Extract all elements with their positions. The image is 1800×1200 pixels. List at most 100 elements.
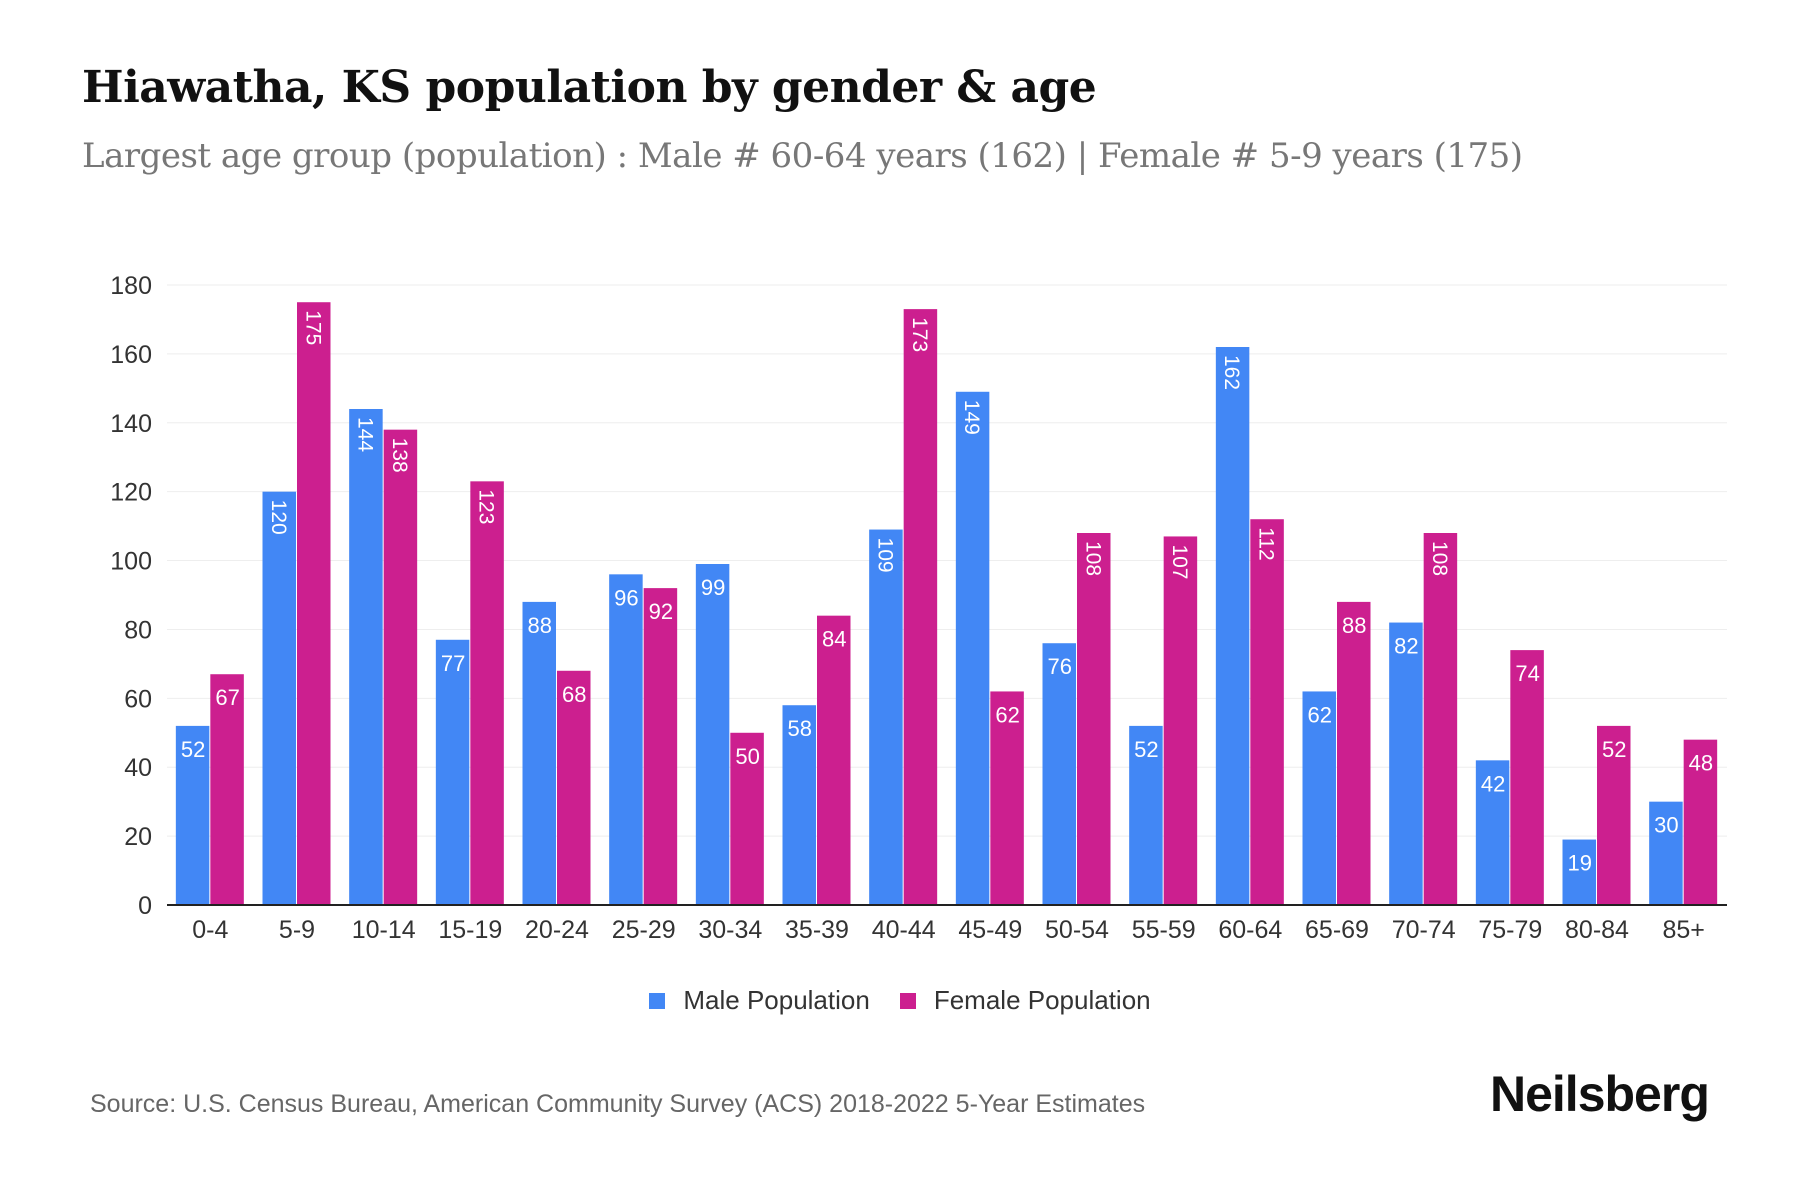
bar-female <box>470 481 504 905</box>
data-label: 67 <box>215 685 239 710</box>
x-tick-label: 10-14 <box>352 916 416 944</box>
bar-male <box>1302 691 1336 905</box>
bar-male <box>349 409 383 905</box>
x-tick-label: 25-29 <box>612 916 676 944</box>
bar-male <box>869 529 903 905</box>
data-label: 19 <box>1568 851 1592 876</box>
data-label: 123 <box>475 489 498 524</box>
bar-male <box>1562 839 1596 905</box>
y-tick-label: 120 <box>110 479 152 507</box>
data-label: 77 <box>441 651 465 676</box>
bar-male <box>175 725 210 905</box>
chart-title: Hiawatha, KS population by gender & age <box>82 62 1097 113</box>
data-label: 96 <box>614 585 638 610</box>
data-label: 99 <box>701 575 725 600</box>
data-label: 82 <box>1394 634 1418 659</box>
bar-female <box>903 309 938 906</box>
bar-female <box>730 732 764 905</box>
y-tick-label: 140 <box>110 410 152 438</box>
bar-male <box>435 639 470 905</box>
bar-female <box>1510 650 1544 905</box>
data-label: 92 <box>649 599 673 624</box>
data-label: 48 <box>1689 751 1713 776</box>
bar-male <box>782 705 816 905</box>
x-tick-label: 5-9 <box>279 916 315 944</box>
data-label: 138 <box>388 438 411 473</box>
data-label: 120 <box>267 500 290 535</box>
x-tick-label: 50-54 <box>1045 916 1109 944</box>
data-label: 88 <box>1342 613 1366 638</box>
bar-male <box>1475 760 1510 905</box>
bar-female <box>383 429 418 905</box>
data-label: 108 <box>1081 541 1104 576</box>
legend: Male Population Female Population <box>0 985 1800 1016</box>
legend-item-male: Male Population <box>649 985 870 1016</box>
x-tick-label: 30-34 <box>698 916 762 944</box>
data-label: 144 <box>353 417 376 452</box>
bar-male <box>262 491 296 905</box>
y-tick-label: 40 <box>124 754 152 782</box>
data-label: 52 <box>1134 737 1158 762</box>
data-label: 149 <box>960 400 983 435</box>
bar-female <box>1683 739 1718 905</box>
bar-male <box>1129 725 1163 905</box>
bar-male <box>1215 347 1250 905</box>
chart-subtitle: Largest age group (population) : Male # … <box>82 136 1523 176</box>
x-tick-label: 85+ <box>1662 916 1704 944</box>
bar-female <box>1597 725 1631 905</box>
data-label: 52 <box>1602 737 1626 762</box>
y-tick-label: 0 <box>138 892 152 920</box>
data-label: 74 <box>1515 661 1539 686</box>
bar-male <box>522 601 556 905</box>
bar-female <box>1163 536 1198 905</box>
bar-female <box>1423 533 1458 905</box>
bar-female <box>1250 519 1284 905</box>
legend-swatch-female <box>899 992 916 1009</box>
bar-female <box>557 670 591 905</box>
bar-male <box>609 574 643 905</box>
bar-male <box>955 391 990 905</box>
data-label: 76 <box>1048 654 1072 679</box>
data-label: 88 <box>528 613 552 638</box>
legend-item-female: Female Population <box>899 985 1151 1016</box>
x-tick-label: 60-64 <box>1218 916 1282 944</box>
data-label: 30 <box>1654 813 1678 838</box>
data-label: 58 <box>788 716 812 741</box>
x-tick-label: 75-79 <box>1478 916 1542 944</box>
data-label: 173 <box>908 317 931 352</box>
data-label: 107 <box>1168 544 1191 579</box>
data-label: 62 <box>995 702 1019 727</box>
y-tick-label: 100 <box>110 548 152 576</box>
bar-male <box>1649 801 1683 905</box>
data-label: 68 <box>562 682 586 707</box>
y-tick-label: 160 <box>110 341 152 369</box>
bar-female <box>1337 601 1371 905</box>
data-label: 175 <box>301 310 324 345</box>
x-tick-label: 35-39 <box>785 916 849 944</box>
bar-male <box>695 564 730 905</box>
legend-swatch-male <box>649 992 666 1009</box>
y-tick-label: 80 <box>124 616 152 644</box>
x-tick-label: 55-59 <box>1132 916 1196 944</box>
neilsberg-logo: Neilsberg <box>1490 1066 1710 1122</box>
data-label: 109 <box>873 538 896 573</box>
data-label: 52 <box>181 737 205 762</box>
data-label: 108 <box>1428 541 1451 576</box>
bar-male <box>1389 622 1423 905</box>
legend-label-male: Male Population <box>683 985 870 1015</box>
y-tick-label: 20 <box>124 823 152 851</box>
bar-female <box>210 674 244 905</box>
y-tick-label: 60 <box>124 685 152 713</box>
y-tick-label: 180 <box>110 272 152 300</box>
x-tick-label: 70-74 <box>1392 916 1456 944</box>
data-label: 62 <box>1308 702 1332 727</box>
data-label: 112 <box>1255 527 1278 560</box>
x-tick-label: 45-49 <box>958 916 1022 944</box>
data-label: 50 <box>735 744 759 769</box>
bar-male <box>1042 643 1076 905</box>
bar-female <box>643 588 678 905</box>
x-tick-label: 20-24 <box>525 916 589 944</box>
legend-label-female: Female Population <box>933 985 1151 1015</box>
data-label: 84 <box>822 627 846 652</box>
